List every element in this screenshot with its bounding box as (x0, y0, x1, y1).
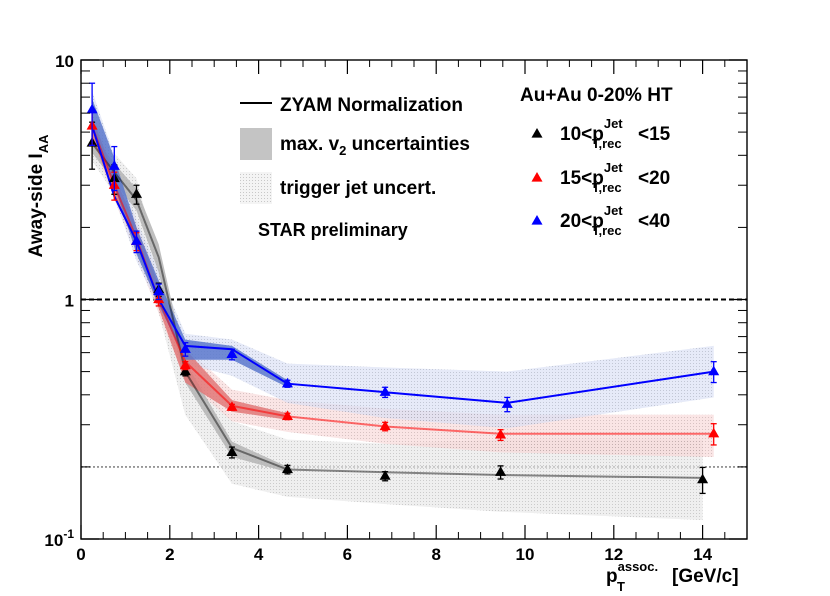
star-preliminary-label: STAR preliminary (258, 220, 408, 240)
marker-series-2-point-0 (86, 103, 98, 114)
marker-series-2-point-3 (153, 285, 165, 296)
legend-v2-label: max. v2 uncertainties (280, 134, 470, 158)
legend-label-label-post: <15 (638, 124, 671, 145)
x-axis-title: passoc. T [GeV/c] (606, 559, 739, 594)
zyam-line-series-1 (91, 125, 714, 435)
marker-series-1-point-4 (179, 359, 191, 370)
marker-series-0-point-2 (130, 188, 143, 198)
legend-label-series-2: 20<pJet T,rec <40 (560, 203, 670, 238)
y-tick-label-2: 10 (55, 52, 74, 71)
x-axis-title-unit: [GeV/c] (672, 566, 739, 587)
marker-series-2-point-2 (130, 235, 143, 245)
marker-series-2-point-4 (179, 343, 191, 353)
v2-band-series-0 (92, 134, 288, 473)
marker-series-0-point-4 (179, 365, 191, 376)
marker-series-2-point-6 (281, 377, 293, 388)
marker-series-0-point-8 (495, 466, 507, 476)
marker-series-1-point-6 (281, 410, 293, 421)
legend-label-label-sub: T,rec (592, 180, 622, 195)
x-axis-title-main: p (606, 566, 618, 587)
legend-marker-series-0 (531, 128, 543, 138)
marker-series-2-point-8 (501, 398, 513, 408)
x-axis-title-sup: assoc. (618, 559, 658, 574)
legend-v2-label-post: uncertainties (346, 134, 470, 155)
legend-label-label-pre: 10<p (560, 124, 604, 145)
x-tick-label-5: 10 (516, 545, 535, 564)
marker-series-1-point-8 (495, 428, 507, 439)
trigger-band-hatch-series-2 (92, 91, 714, 429)
x-tick-label-7: 14 (693, 545, 712, 564)
y-axis-title-sub: AA (36, 134, 51, 153)
legend-label-label-pre: 15<p (560, 168, 604, 189)
zyam-line-series-2 (91, 125, 714, 404)
zyam-line-series-0 (91, 142, 703, 479)
y-tick-label-exponent: -1 (63, 527, 74, 541)
y-tick-label-base: 10 (44, 531, 63, 550)
marker-series-0-point-7 (379, 470, 391, 480)
legend-v2-swatch (240, 128, 272, 160)
y-tick-label-0: 10-1 (44, 527, 74, 550)
marker-series-2-point-5 (226, 348, 238, 358)
legend-label-series-1: 15<pJet T,rec <20 (560, 160, 670, 195)
marker-series-1-point-9 (708, 427, 720, 438)
x-tick-label-4: 8 (431, 545, 440, 564)
legend-label-series-0: 10<pJet T,rec <15 (560, 116, 671, 151)
legend-label-label-sup: Jet (604, 116, 623, 131)
legend-marker-series-1 (531, 172, 543, 182)
legend-trigger-label: trigger jet uncert. (280, 178, 436, 199)
legend-label-label-pre: 20<p (560, 211, 604, 232)
legend-label-label-sub: T,rec (592, 223, 622, 238)
x-tick-label-3: 6 (343, 545, 352, 564)
legend-label-label-sup: Jet (604, 203, 623, 218)
legend-label-label-sup: Jet (604, 160, 623, 175)
y-axis-title: Away-side IAA (26, 134, 51, 258)
legend-v2-label-sub: 2 (339, 143, 346, 158)
marker-series-2-point-9 (708, 365, 720, 376)
marker-series-0-point-9 (697, 473, 709, 484)
legend-left: ZYAM Normalization max. v2 uncertainties… (240, 95, 470, 240)
y-tick-label-1: 1 (65, 292, 74, 311)
marker-series-1-point-7 (379, 420, 391, 431)
legend-marker-series-2 (531, 215, 543, 225)
legend-label-label-post: <20 (638, 168, 670, 189)
trigger-band-hatch-series-1 (92, 113, 714, 457)
marker-series-2-point-7 (379, 386, 391, 396)
x-tick-label-6: 12 (604, 545, 623, 564)
legend-trigger-swatch (240, 172, 272, 204)
marker-series-2-point-1 (108, 160, 120, 170)
legend-right-title: Au+Au 0-20% HT (520, 85, 673, 106)
legend-zyam-label: ZYAM Normalization (280, 95, 463, 116)
marker-series-0-point-5 (226, 446, 238, 456)
y-tick-label-base: 1 (65, 292, 74, 311)
trigger-band-hatch-series-0 (92, 128, 703, 520)
y-tick-label-base: 10 (55, 52, 74, 71)
marker-series-0-point-6 (281, 463, 293, 474)
x-tick-label-2: 4 (254, 545, 264, 564)
marker-series-1-point-5 (226, 401, 238, 411)
y-axis-title-main: Away-side I (26, 153, 47, 257)
legend-v2-label-pre: max. v (280, 134, 340, 155)
legend-label-label-post: <40 (638, 211, 670, 232)
legend-label-label-sub: T,rec (592, 136, 622, 151)
x-tick-label-0: 0 (76, 545, 85, 564)
x-axis-title-sub: T (617, 579, 625, 594)
x-tick-label-1: 2 (165, 545, 174, 564)
